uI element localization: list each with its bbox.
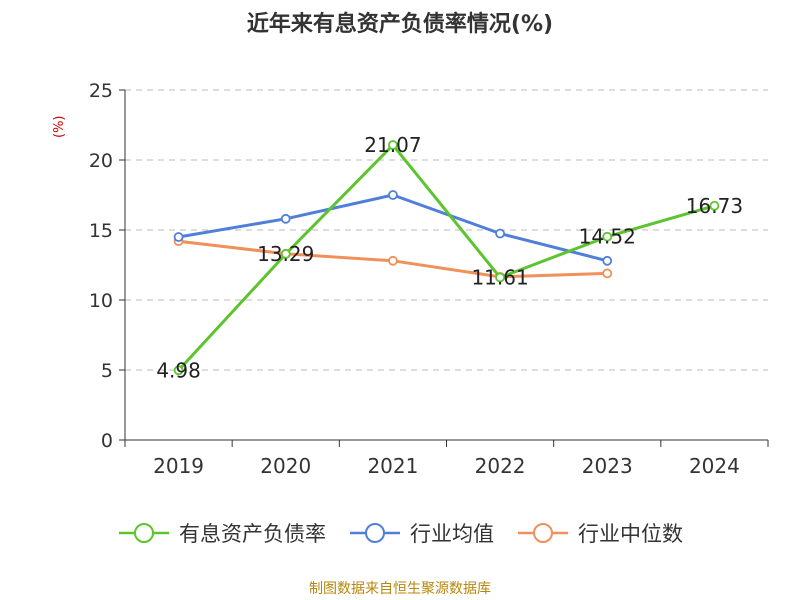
data-label: 21.07 — [364, 133, 421, 157]
data-label: 11.61 — [471, 265, 528, 289]
y-tick-label: 10 — [89, 290, 113, 312]
data-point — [495, 228, 505, 239]
legend-label: 行业中位数 — [578, 522, 683, 546]
data-point — [602, 255, 613, 266]
legend-item[interactable]: 行业中位数 — [516, 518, 683, 548]
series-line — [177, 143, 715, 372]
legend-marker — [518, 523, 568, 543]
data-point — [280, 213, 291, 224]
data-label: 14.52 — [579, 225, 636, 249]
data-point — [495, 272, 505, 283]
y-tick-label: 25 — [89, 80, 113, 102]
data-point — [388, 190, 398, 200]
y-tick-label: 5 — [101, 360, 113, 382]
data-point — [173, 232, 184, 242]
legend-marker — [119, 523, 169, 543]
y-tick-label: 0 — [101, 430, 113, 452]
data-point — [388, 140, 398, 150]
chart-title: 近年来有息资产负债率情况(%) — [246, 12, 554, 37]
legend-item[interactable]: 行业均值 — [348, 518, 494, 548]
data-point — [280, 249, 291, 259]
source-note: 制图数据来自恒生聚源数据库 — [309, 581, 491, 597]
data-point — [602, 268, 613, 279]
y-tick-label: 20 — [89, 150, 113, 172]
legend-label: 行业均值 — [410, 522, 494, 546]
series-line — [178, 193, 608, 263]
x-tick-label: 2022 — [475, 454, 526, 478]
data-label: 4.98 — [156, 358, 201, 382]
x-tick-label: 2023 — [582, 454, 633, 478]
x-tick-label: 2021 — [367, 454, 418, 478]
x-tick-label: 2024 — [689, 454, 740, 478]
data-point — [602, 231, 613, 242]
x-tick-label: 2019 — [153, 454, 204, 478]
data-point — [388, 255, 398, 266]
legend-label: 有息资产负债率 — [179, 522, 326, 546]
y-tick-label: 15 — [89, 220, 113, 242]
data-point — [173, 365, 184, 376]
legend: 有息资产负债率 行业均值 行业中位数 — [0, 518, 800, 548]
legend-item[interactable]: 有息资产负债率 — [117, 518, 326, 548]
x-tick-label: 2020 — [260, 454, 311, 478]
data-label: 13.29 — [257, 242, 314, 266]
legend-marker — [350, 523, 400, 543]
data-point — [709, 200, 720, 211]
data-label: 16.73 — [686, 194, 743, 218]
